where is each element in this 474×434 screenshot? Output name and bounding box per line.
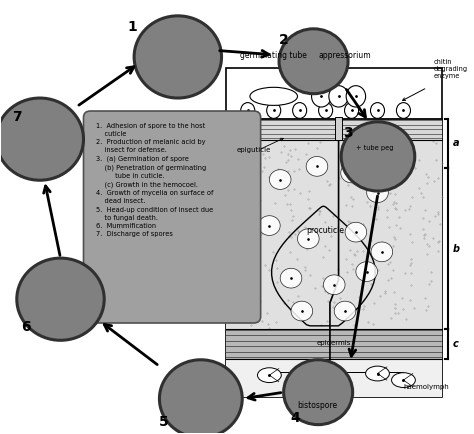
Text: 1.  Adhesion of spore to the host
    cuticle
2.  Production of melanic acid by
: 1. Adhesion of spore to the host cuticle… <box>96 123 213 237</box>
Ellipse shape <box>396 102 410 118</box>
Circle shape <box>341 122 415 191</box>
Ellipse shape <box>259 216 280 235</box>
Circle shape <box>159 360 242 434</box>
Text: b: b <box>453 243 459 253</box>
Text: epidermis: epidermis <box>317 339 351 345</box>
Ellipse shape <box>334 301 356 321</box>
Text: 6: 6 <box>21 320 31 334</box>
Text: c: c <box>453 339 458 349</box>
Ellipse shape <box>241 102 255 118</box>
Ellipse shape <box>292 102 307 118</box>
Text: germinating tube: germinating tube <box>240 50 307 59</box>
Bar <box>226 359 442 397</box>
Ellipse shape <box>291 301 313 321</box>
Text: 4: 4 <box>290 411 300 425</box>
Ellipse shape <box>311 85 331 107</box>
Ellipse shape <box>306 157 328 176</box>
Ellipse shape <box>345 102 359 118</box>
Circle shape <box>283 360 353 424</box>
Text: 7: 7 <box>12 111 22 125</box>
Text: 1: 1 <box>127 20 137 34</box>
Text: bistospore: bistospore <box>297 401 337 410</box>
Ellipse shape <box>371 102 384 118</box>
Bar <box>226 119 442 140</box>
Ellipse shape <box>298 229 319 249</box>
Ellipse shape <box>341 163 362 183</box>
Bar <box>226 329 442 359</box>
Ellipse shape <box>371 242 392 262</box>
Ellipse shape <box>365 366 390 381</box>
Text: 3: 3 <box>343 125 353 140</box>
Ellipse shape <box>367 183 388 203</box>
Circle shape <box>0 98 83 180</box>
Text: a: a <box>453 138 459 148</box>
Ellipse shape <box>392 373 415 388</box>
Bar <box>226 68 442 397</box>
FancyBboxPatch shape <box>83 111 261 323</box>
Bar <box>226 140 442 329</box>
Ellipse shape <box>257 368 281 382</box>
Text: chitin
degrading
enzyme: chitin degrading enzyme <box>434 59 468 79</box>
Text: haemolymph: haemolymph <box>403 384 449 390</box>
Ellipse shape <box>269 170 291 189</box>
Ellipse shape <box>267 102 281 118</box>
Text: epiguticle: epiguticle <box>237 147 271 153</box>
Ellipse shape <box>345 222 367 242</box>
Circle shape <box>279 29 348 94</box>
Ellipse shape <box>323 275 345 295</box>
Text: + tube peg: + tube peg <box>356 145 393 151</box>
Ellipse shape <box>356 262 377 282</box>
Circle shape <box>134 16 221 98</box>
Circle shape <box>17 258 104 340</box>
Text: 5: 5 <box>159 415 169 430</box>
Ellipse shape <box>329 85 348 107</box>
Ellipse shape <box>280 268 302 288</box>
Ellipse shape <box>250 87 298 105</box>
Ellipse shape <box>311 369 335 384</box>
Ellipse shape <box>319 102 333 118</box>
Bar <box>335 117 342 140</box>
Text: procuticle: procuticle <box>307 227 345 235</box>
Ellipse shape <box>346 85 365 107</box>
Text: 2: 2 <box>279 33 289 46</box>
Text: appressorium: appressorium <box>319 50 372 59</box>
